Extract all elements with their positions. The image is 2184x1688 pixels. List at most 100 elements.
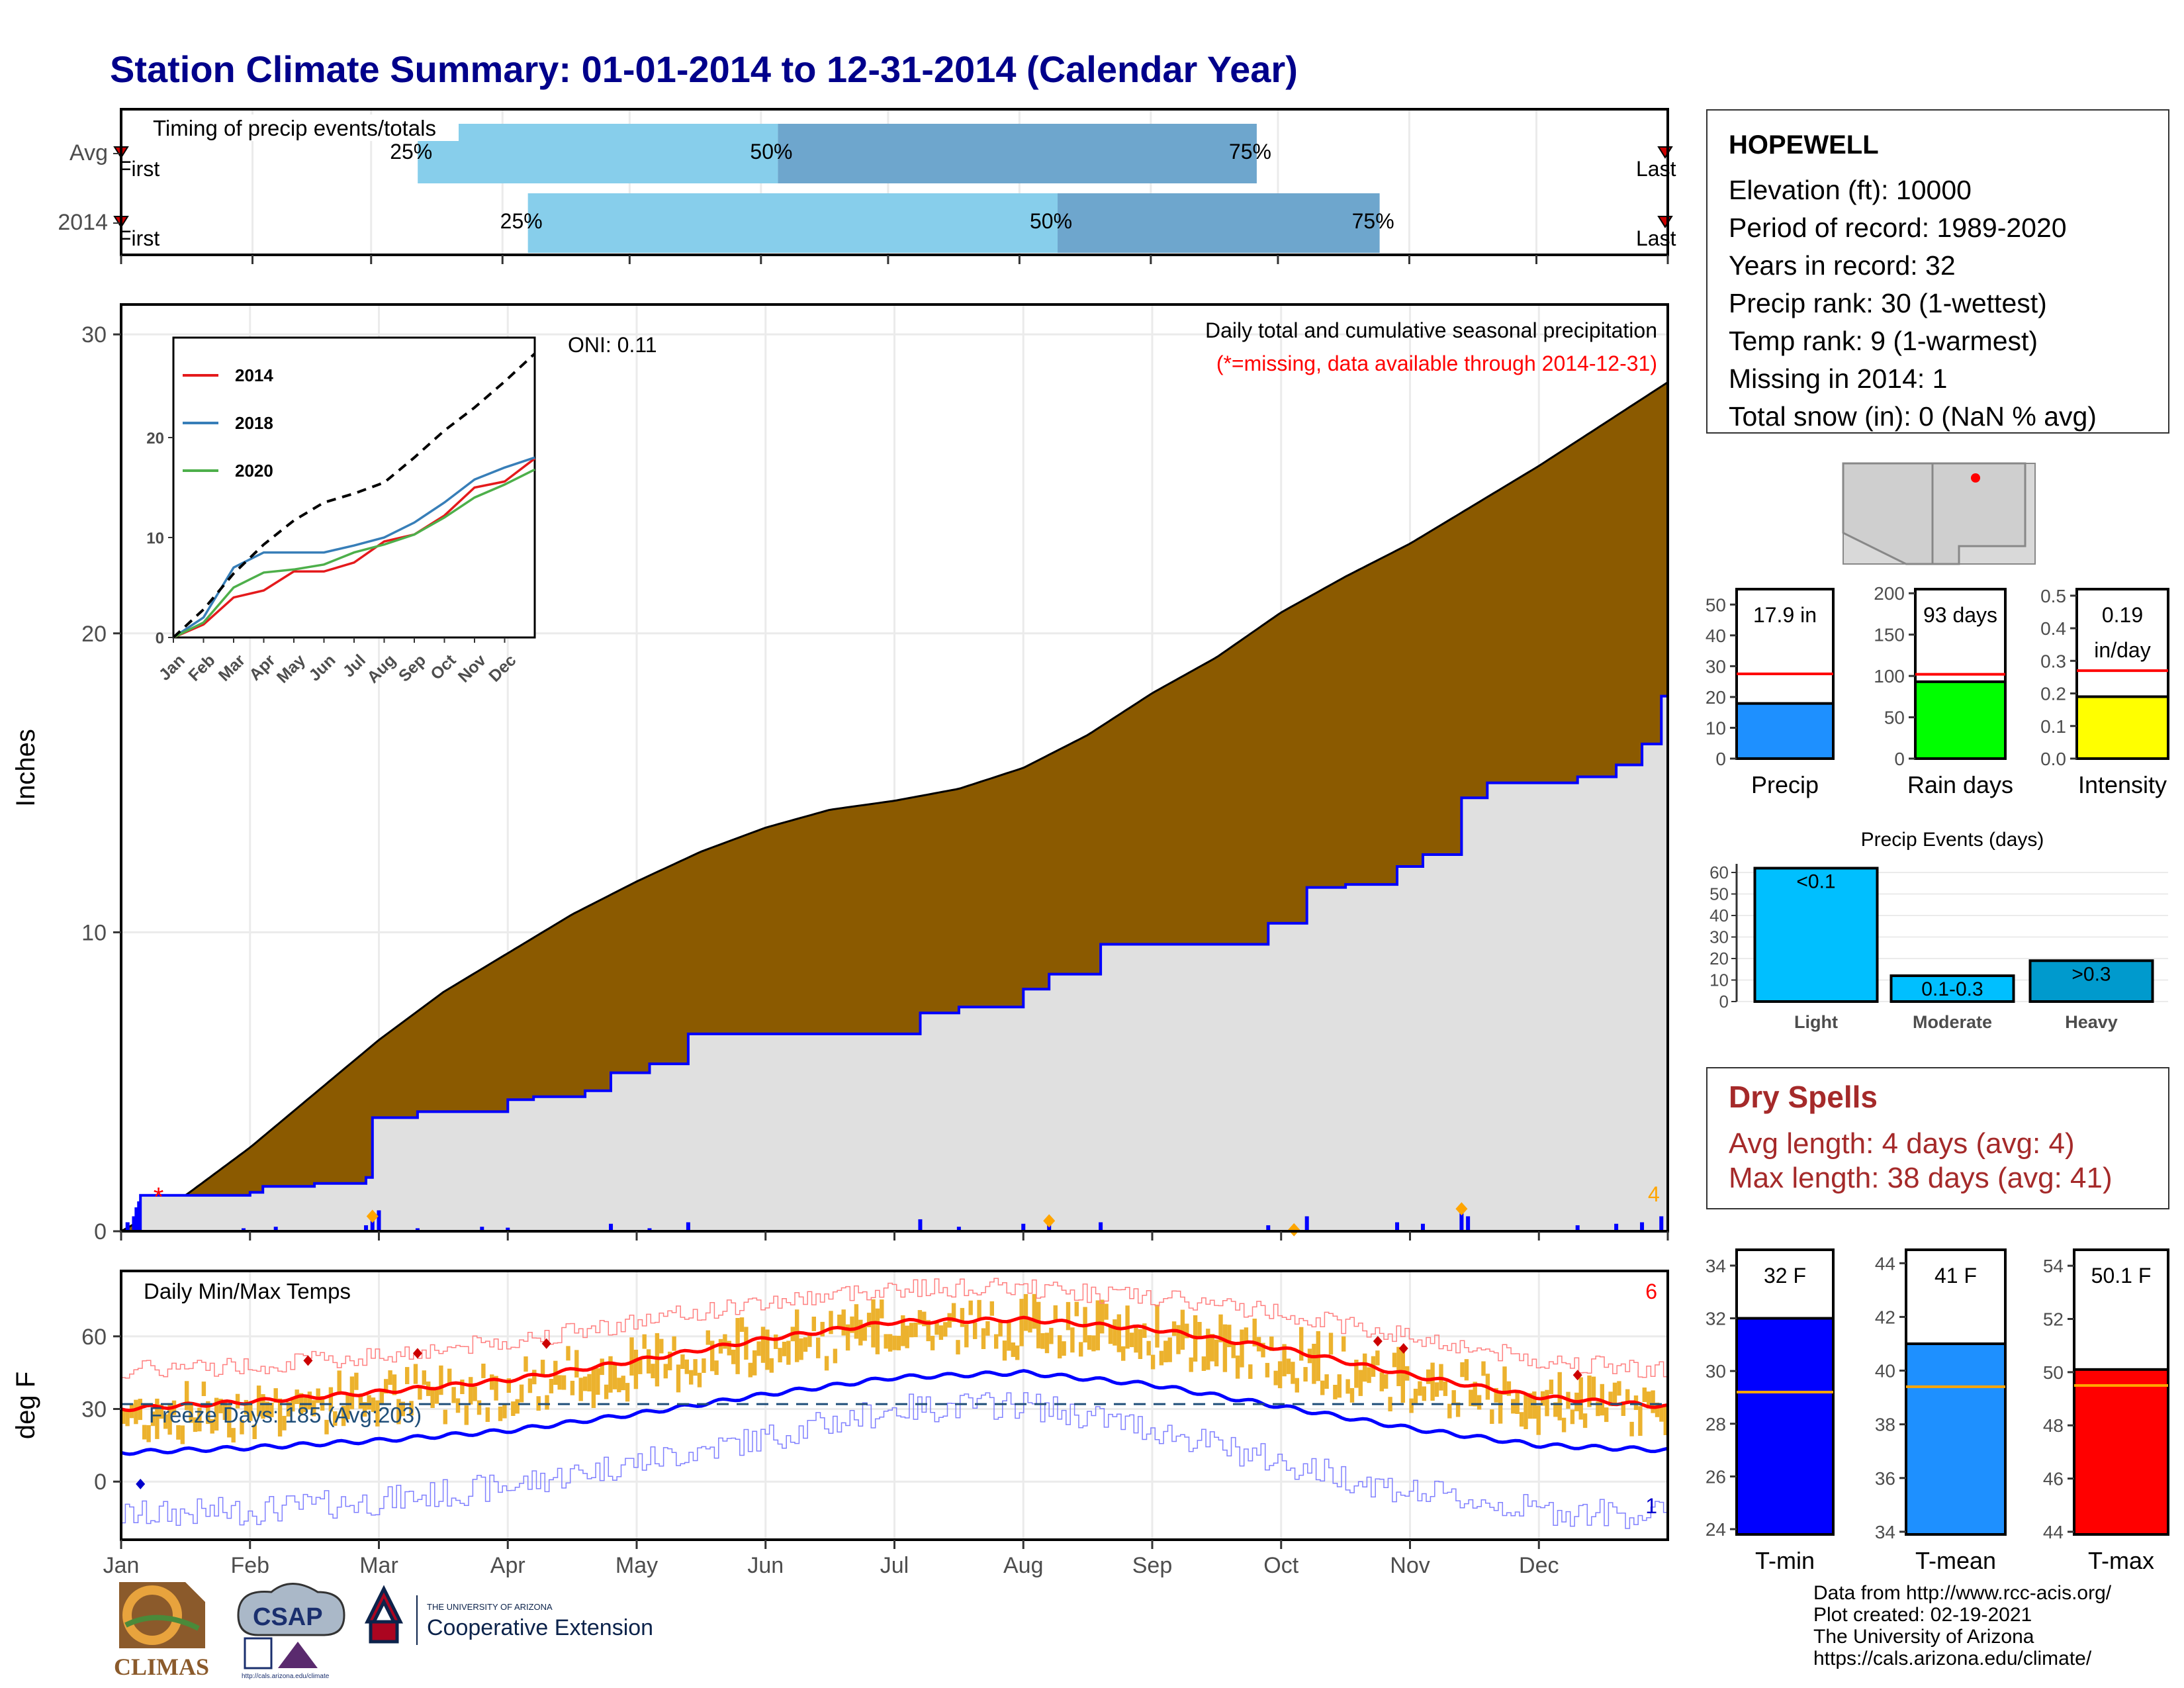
daily-temp-bar — [600, 1358, 604, 1376]
daily-temp-bar — [633, 1350, 639, 1389]
daily-temp-bar — [527, 1378, 533, 1393]
daily-temp-bar — [1252, 1319, 1257, 1346]
daily-temp-bar — [1608, 1391, 1613, 1407]
daily-temp-bar — [566, 1346, 570, 1361]
daily-temp-bar — [1587, 1375, 1592, 1407]
daily-temp-bar — [617, 1378, 621, 1393]
quantile-label: 75% — [1352, 209, 1394, 233]
daily-temp-bar — [1536, 1405, 1541, 1435]
daily-temp-bar — [1604, 1407, 1609, 1423]
event-bar — [1753, 867, 1879, 1003]
csap-text: CSAP — [253, 1603, 323, 1631]
daily-temp-bar — [1422, 1386, 1426, 1401]
daily-temp-bar — [1032, 1293, 1036, 1329]
daily-temp-bar — [922, 1311, 927, 1327]
daily-temp-bar — [451, 1387, 456, 1403]
daily-precip-bar — [1420, 1223, 1425, 1231]
daily-temp-bar — [312, 1400, 316, 1417]
daily-temp-bar — [705, 1330, 710, 1345]
daily-temp-bar — [469, 1377, 473, 1405]
bar-value-label: 0.19 — [2102, 603, 2143, 627]
y-tick-label: 0.0 — [2040, 749, 2066, 769]
daily-temp-bar — [430, 1387, 435, 1408]
daily-temp-bar — [824, 1356, 829, 1371]
daily-precip-bar — [480, 1227, 484, 1231]
value-bar — [2073, 1368, 2169, 1536]
daily-temp-bar — [193, 1417, 198, 1432]
avg-tmax-line — [120, 1315, 1668, 1413]
value-bar — [1735, 1317, 1835, 1536]
daily-temp-bar — [587, 1374, 592, 1391]
daily-temp-bar — [985, 1321, 990, 1336]
bar-category-label: T-mean — [1915, 1547, 1996, 1574]
quantile-label: 50% — [1030, 209, 1072, 233]
daily-precip-bar — [918, 1219, 923, 1231]
station-line: Precip rank: 30 (1-wettest) — [1729, 288, 2047, 318]
freeze-days-label: Freeze Days: 185 (Avg:203) — [149, 1403, 422, 1427]
daily-temp-bar — [1062, 1341, 1066, 1356]
legend-label: 2014 — [235, 365, 273, 385]
daily-temp-bar — [1295, 1378, 1299, 1393]
daily-temp-bar — [1015, 1345, 1020, 1360]
x-tick-label: Nov — [1390, 1553, 1430, 1578]
daily-temp-bar — [1524, 1394, 1528, 1429]
y-tick-label: 26 — [1706, 1466, 1726, 1487]
daily-temp-bar — [561, 1375, 567, 1390]
daily-temp-bar — [1058, 1335, 1062, 1359]
daily-temp-bar — [439, 1365, 443, 1395]
y-tick-label: 32 — [1706, 1309, 1726, 1329]
last-label: Last — [1636, 157, 1676, 181]
y-tick-label: 54 — [2043, 1256, 2064, 1276]
daily-temp-bar — [1426, 1369, 1431, 1384]
daily-precip-bar — [132, 1216, 136, 1231]
climas-text: CLIMAS — [114, 1654, 209, 1680]
daily-precip-bar — [364, 1225, 369, 1231]
daily-temp-bar — [434, 1389, 439, 1404]
station-line: Period of record: 1989-2020 — [1729, 212, 2067, 243]
daily-temp-bar — [1392, 1352, 1397, 1368]
station-line: Temp rank: 9 (1-warmest) — [1729, 326, 2038, 356]
daily-temp-bar — [837, 1314, 842, 1329]
timing-frame — [120, 108, 1669, 256]
x-tick-label: Jun — [747, 1553, 784, 1578]
daily-temp-bar — [930, 1336, 935, 1350]
daily-temp-bar — [943, 1322, 948, 1337]
daily-temp-bar — [782, 1341, 787, 1356]
bar-value-label: 93 days — [1923, 603, 1997, 627]
daily-temp-bar — [1210, 1334, 1214, 1362]
daily-temp-bar — [167, 1403, 172, 1435]
daily-precip-bar — [1459, 1211, 1464, 1231]
daily-temp-bar — [752, 1350, 757, 1376]
daily-temp-bar — [1036, 1301, 1041, 1348]
credit-line: Plot created: 02-19-2021 — [1813, 1604, 2032, 1626]
x-tick-label: Jul — [880, 1553, 909, 1578]
value-bar — [1735, 702, 1835, 760]
y-axis-label: deg F — [11, 1372, 40, 1439]
daily-precip-bar — [506, 1227, 510, 1231]
csap-url: http://cals.arizona.edu/climate — [242, 1673, 330, 1680]
record-high-marker — [1373, 1336, 1383, 1347]
daily-temp-bar — [1176, 1325, 1181, 1354]
avg-tmin-line — [120, 1369, 1668, 1456]
daily-temp-bar — [1091, 1335, 1096, 1352]
daily-temp-bar — [892, 1335, 897, 1350]
daily-temp-bar — [697, 1372, 702, 1387]
daily-temp-bar — [668, 1351, 672, 1371]
daily-temp-bar — [676, 1364, 681, 1393]
daily-temp-bar — [934, 1320, 939, 1335]
y-tick-label: 60 — [81, 1325, 107, 1350]
y-tick-label: 42 — [1875, 1307, 1895, 1327]
daily-temp-bar — [307, 1391, 312, 1410]
daily-temp-bar — [1582, 1413, 1588, 1429]
timing-title: Timing of precip events/totals — [153, 116, 436, 140]
daily-temp-bar — [989, 1301, 994, 1316]
daily-temp-bar — [176, 1425, 181, 1440]
oni-label: ONI: 0.11 — [568, 333, 657, 357]
value-bar — [1905, 1342, 2007, 1536]
daily-temp-bar — [1286, 1358, 1291, 1374]
daily-temp-bar — [1418, 1381, 1422, 1396]
daily-temp-bar — [841, 1309, 846, 1336]
daily-temp-bar — [358, 1394, 363, 1409]
daily-temp-bar — [582, 1376, 588, 1391]
dry-spells-heading: Dry Spells — [1729, 1080, 1878, 1114]
